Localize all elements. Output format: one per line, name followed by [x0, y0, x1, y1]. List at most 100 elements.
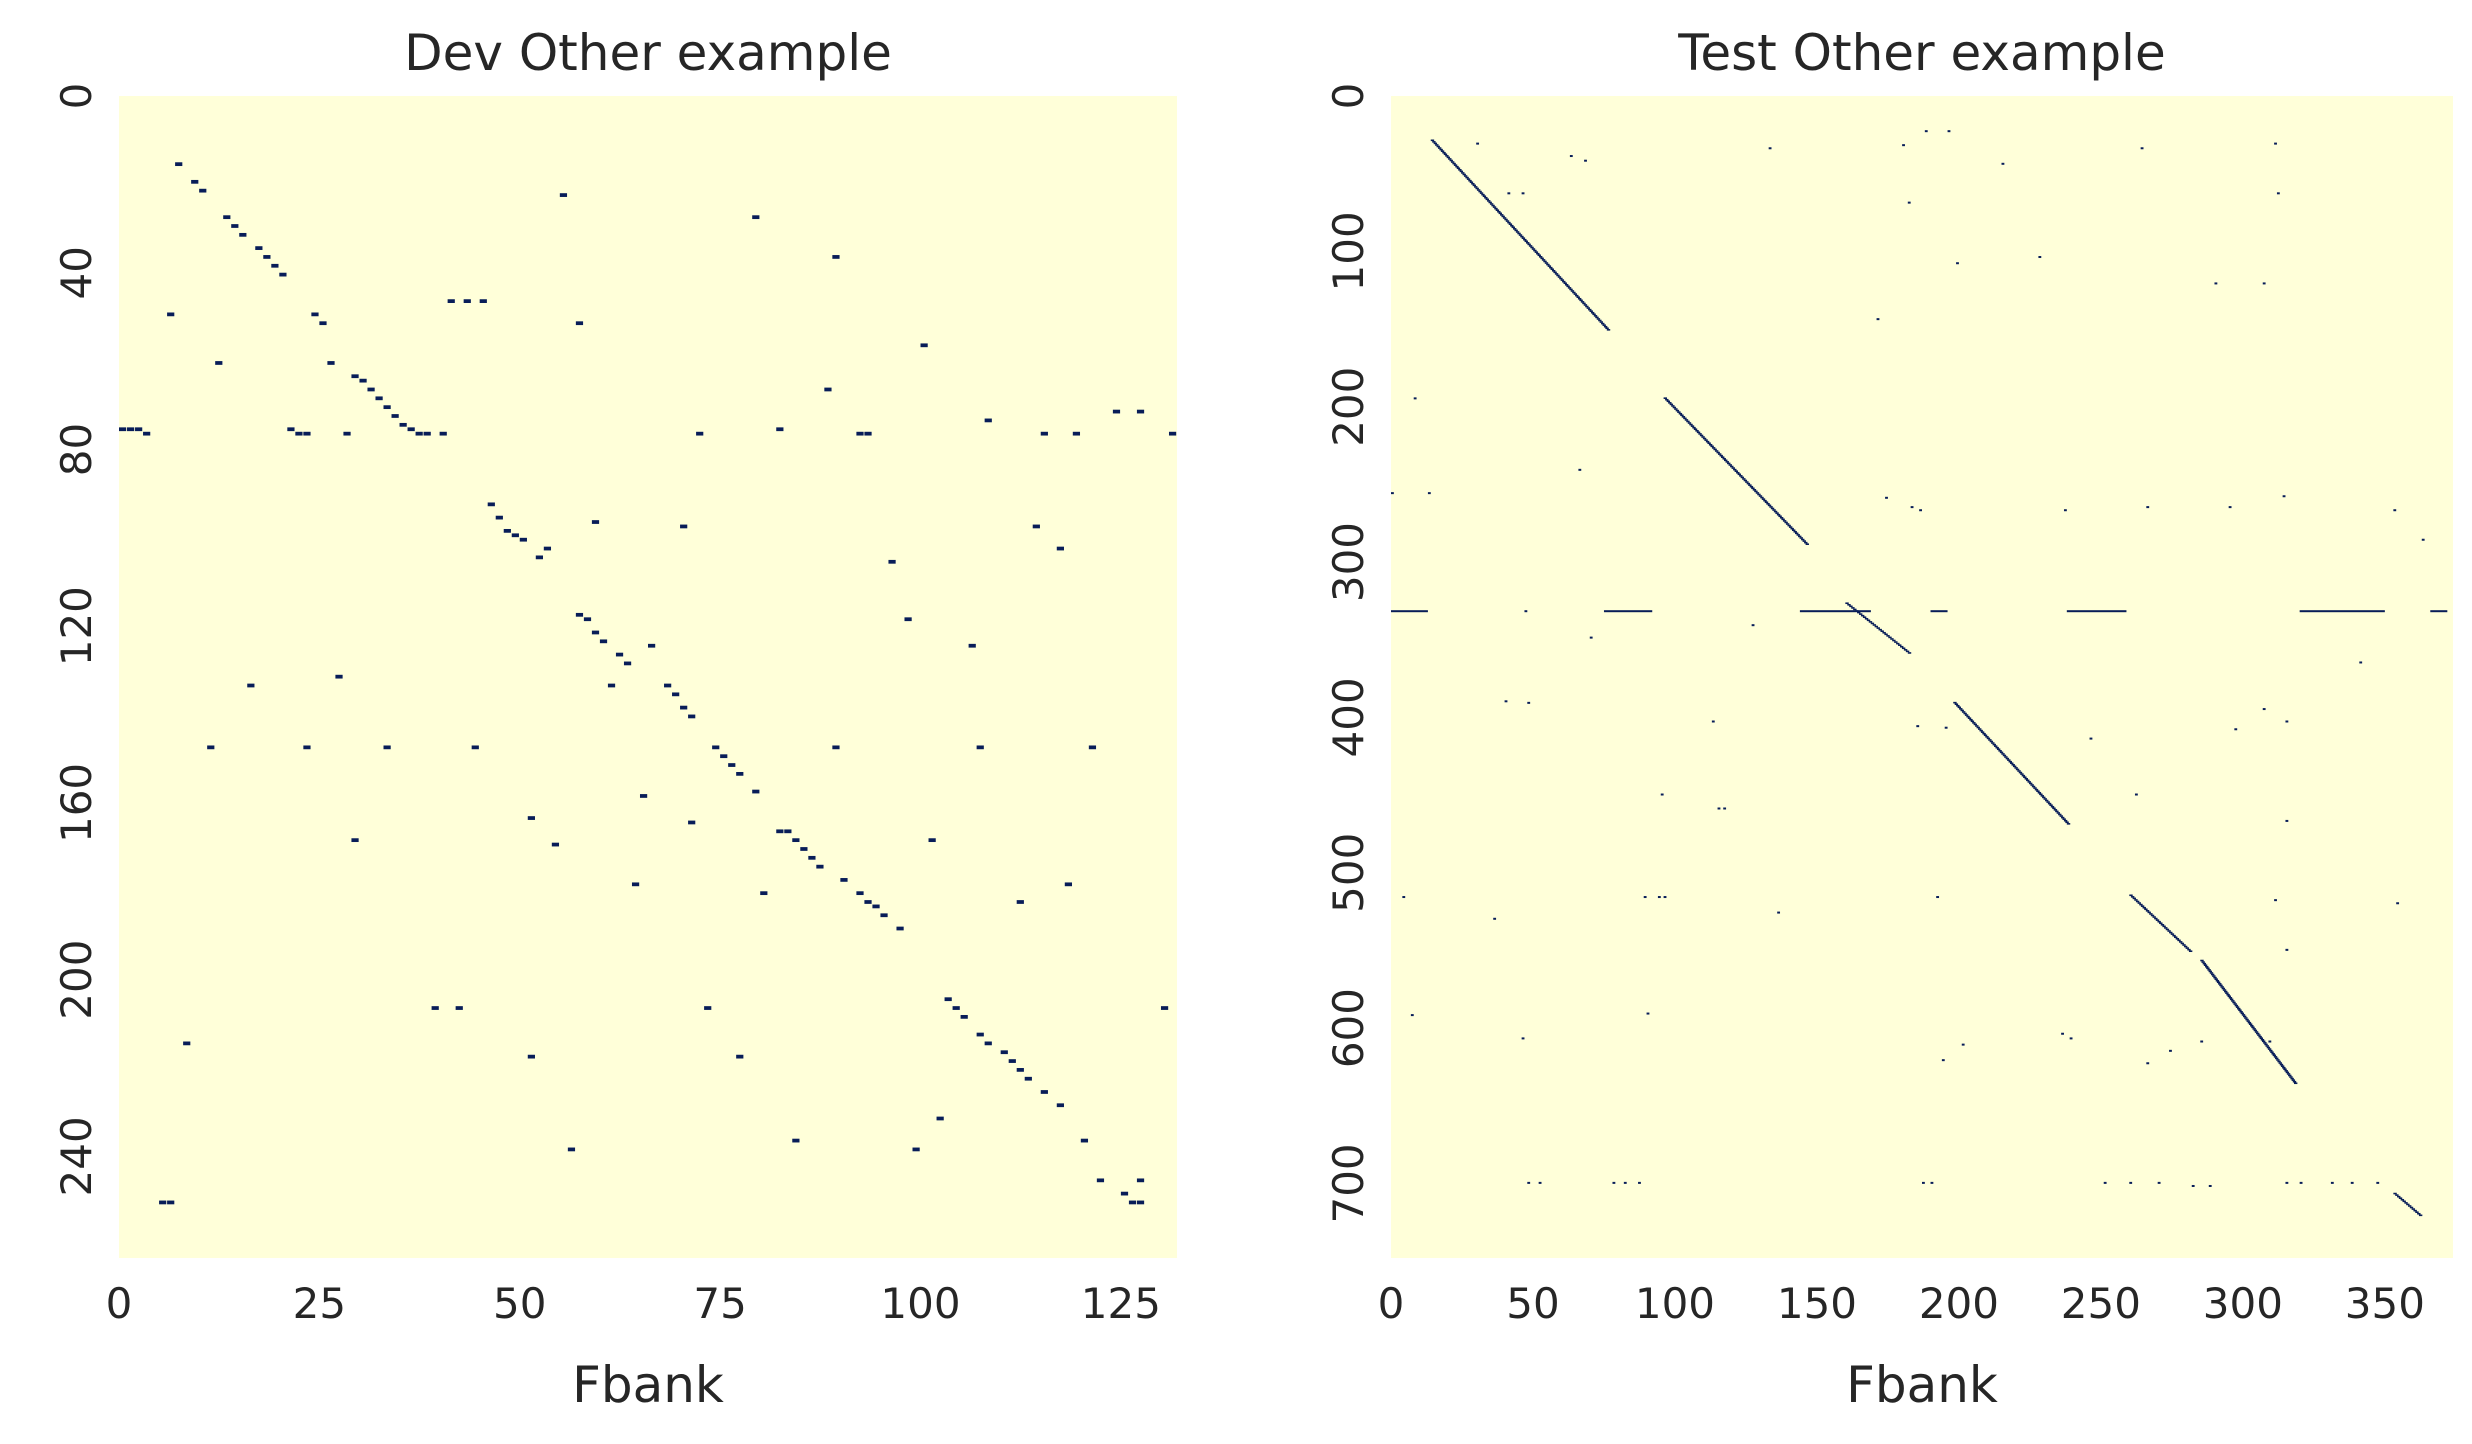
dev-heatmap-cell — [303, 431, 311, 436]
test-diagonal-cell — [1845, 602, 1849, 605]
test-diagonal-cell — [2259, 1037, 2263, 1040]
test-diagonal-cell — [1702, 437, 1707, 440]
test-heatmap-cell — [1521, 192, 1525, 195]
test-diagonal-cell — [1798, 535, 1802, 538]
dev-y-tick-label: 40 — [52, 246, 101, 299]
dev-heatmap-cell — [696, 431, 704, 436]
dev-y-ticks: 0 40 80 120 160 200 240 — [52, 83, 101, 1197]
test-diagonal-cell — [1727, 462, 1731, 465]
test-diagonal-cell — [1469, 181, 1474, 184]
test-diagonal-cell — [1975, 725, 1979, 727]
test-heatmap-cell — [2200, 1040, 2204, 1043]
dev-heatmap-cell — [527, 1054, 535, 1059]
test-heatmap-cell — [1527, 701, 1531, 704]
dev-heatmap-cell — [551, 842, 560, 847]
test-heatmap-cell — [1723, 807, 1727, 810]
test-diagonal-cell — [2415, 1211, 2419, 1213]
test-diagonal-cell — [2226, 993, 2230, 996]
test-diagonal-cell — [2043, 798, 2047, 800]
test-diagonal-cell — [1463, 175, 1468, 177]
dev-heatmap-cell — [712, 745, 720, 750]
dev-heatmap-cell — [407, 427, 415, 432]
test-diagonal-cell — [1590, 311, 1595, 314]
dev-heatmap-cell — [792, 838, 800, 843]
test-diagonal-cell — [1525, 242, 1530, 244]
dev-heatmap-cell — [207, 745, 215, 750]
test-x-tick-label: 250 — [2061, 1279, 2141, 1328]
test-heatmap-cell — [2234, 728, 2238, 731]
test-diagonal-cell — [1687, 422, 1692, 424]
test-diagonal-cell — [2177, 939, 2181, 942]
dev-heatmap-cell — [191, 179, 199, 184]
test-heatmap-cell — [1589, 636, 1593, 639]
test-diagonal-cell — [1878, 628, 1882, 631]
test-diagonal-cell — [1754, 490, 1758, 493]
test-heatmap-cell — [2214, 282, 2218, 285]
test-diagonal-cell — [1500, 214, 1504, 216]
test-diagonal-cell — [1605, 327, 1609, 330]
test-diagonal-cell — [1588, 308, 1592, 311]
test-diagonal-cell — [1458, 169, 1462, 171]
test-heatmap-cell — [1493, 917, 1497, 920]
dev-heatmap-cell — [399, 422, 407, 427]
dev-heatmap-cell — [383, 405, 391, 410]
test-diagonal-cell — [1716, 451, 1720, 454]
dev-heatmap-cell — [816, 864, 824, 869]
dev-x-tick-label: 0 — [106, 1279, 133, 1328]
test-diagonal-cell — [2042, 796, 2046, 799]
test-diagonal-cell — [1487, 200, 1491, 202]
test-diagonal-cell — [1907, 652, 1912, 654]
test-diagonal-cell — [1551, 269, 1556, 272]
test-diagonal-cell — [1986, 737, 1991, 740]
test-diagonal-cell — [1508, 223, 1513, 225]
test-diagonal-cell — [2134, 899, 2138, 901]
dev-heatmap-cell — [623, 661, 632, 666]
dev-heatmap-cell — [1000, 1050, 1008, 1055]
test-diagonal-cell — [1432, 141, 1436, 143]
test-diagonal-cell — [2049, 804, 2053, 806]
test-diagonal-cell — [1711, 447, 1716, 449]
test-diagonal-cell — [1481, 193, 1485, 196]
test-diagonal-cell — [2216, 981, 2221, 984]
dev-heatmap-cell — [680, 705, 688, 710]
dev-heatmap-cell — [1016, 1068, 1024, 1072]
test-heatmap-cell — [1623, 1181, 1627, 1184]
test-diagonal-cell — [2221, 987, 2226, 990]
test-heatmap-cell — [1961, 1043, 1965, 1046]
test-diagonal-cell — [2135, 900, 2140, 903]
test-y-tick-label: 200 — [1324, 367, 1373, 447]
test-diagonal-cell — [2144, 908, 2148, 911]
dev-heatmap-cell — [599, 639, 608, 644]
test-diagonal-cell — [2021, 774, 2026, 777]
test-heatmap-cell — [2359, 661, 2363, 664]
test-diagonal-cell — [2132, 897, 2137, 900]
dev-heatmap-cell — [415, 431, 423, 436]
test-diagonal-cell — [1901, 647, 1906, 650]
test-diagonal-cell — [2059, 815, 2063, 817]
test-diagonal-cell — [1465, 176, 1469, 179]
test-diagonal-cell — [2246, 1020, 2250, 1022]
test-x-tick-label: 150 — [1777, 1279, 1857, 1328]
test-heatmap-cell — [1751, 624, 1755, 627]
test-diagonal-cell — [1476, 189, 1481, 191]
test-diagonal-cell — [1559, 277, 1563, 280]
test-diagonal-cell — [1905, 650, 1910, 653]
test-heatmap-cell — [2282, 495, 2286, 498]
test-diagonal-cell — [1961, 711, 1966, 713]
test-diagonal-cell — [2001, 753, 2005, 755]
test-diagonal-cell — [2036, 790, 2040, 793]
dev-panel: Dev Other example 0 25 50 75 100 125 0 40 80 120… — [52, 24, 1177, 1414]
test-diagonal-cell — [2263, 1042, 2267, 1044]
dev-heatmap-cell — [639, 794, 648, 798]
test-heatmap-cell — [1663, 896, 1667, 899]
test-diagonal-cell — [1898, 644, 1902, 646]
test-diagonal-cell — [1888, 636, 1892, 639]
test-diagonal-cell — [1474, 186, 1478, 188]
test-diagonal-cell — [1549, 266, 1553, 269]
test-diagonal-cell — [2214, 978, 2218, 980]
test-horizontal-segment — [1930, 610, 1948, 613]
test-diagonal-cell — [1886, 635, 1890, 637]
test-diagonal-cell — [1999, 751, 2004, 754]
dev-heatmap-cell — [664, 683, 672, 688]
test-diagonal-cell — [1872, 624, 1877, 626]
